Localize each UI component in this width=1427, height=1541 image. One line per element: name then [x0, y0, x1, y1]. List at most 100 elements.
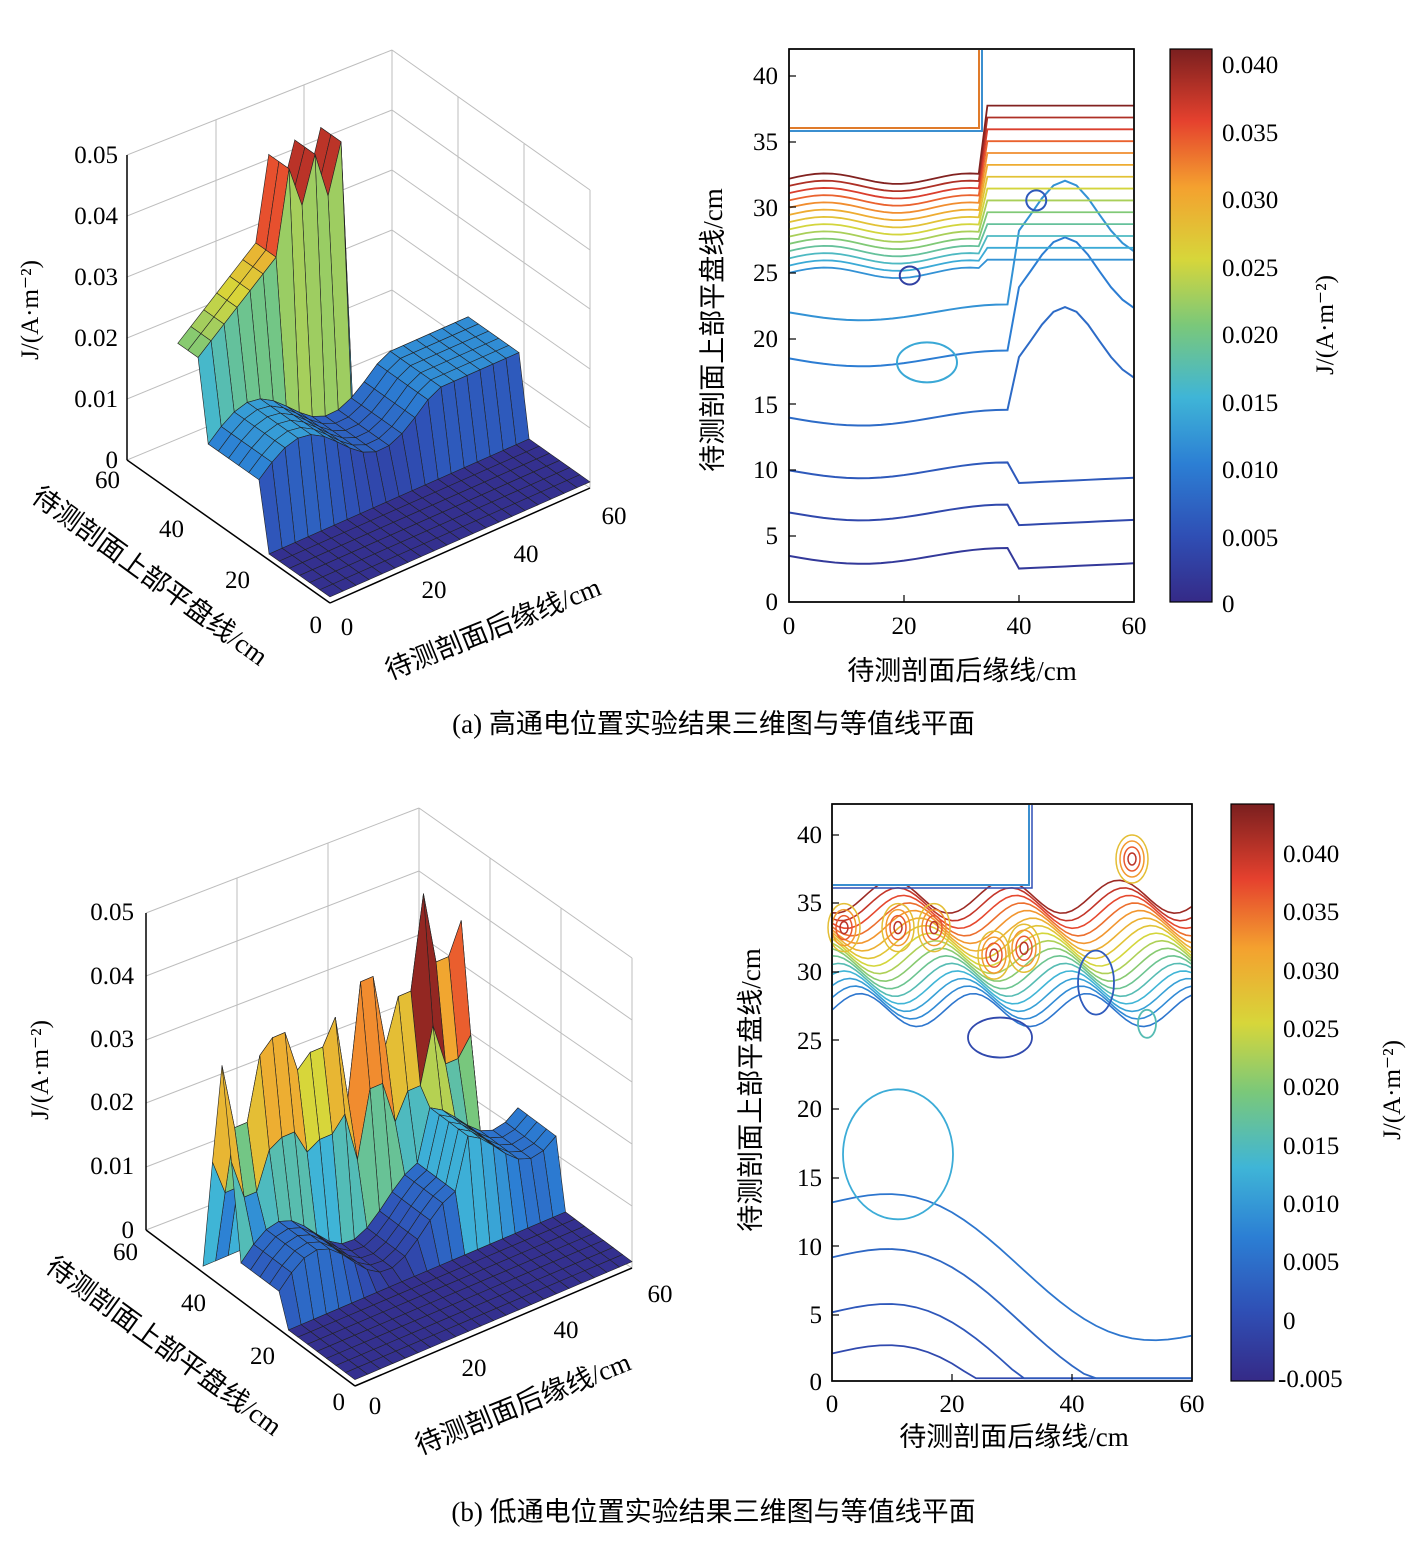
colorbar-tick-label: 0 [1222, 591, 1235, 618]
xtick-label: 20 [422, 577, 447, 604]
ytick-label: 35 [797, 890, 822, 917]
ytick-label: 40 [159, 516, 184, 543]
figure-b: 0.05 0.04 0.03 0.02 0.01 0 J/(A·m⁻²) 60 … [0, 770, 1427, 1541]
colorbar-tick-label: 0.020 [1283, 1074, 1339, 1101]
xtick-label: 40 [1060, 1391, 1085, 1418]
ytick-label: 15 [753, 392, 778, 419]
ytick-label: 20 [753, 326, 778, 353]
contour-cutout-b [833, 805, 1029, 885]
ytick-label: 0 [766, 589, 779, 616]
ytick-label: 5 [810, 1302, 823, 1329]
xtick-label: 40 [1007, 613, 1032, 640]
colorbar-tick-label: 0.020 [1222, 322, 1278, 349]
colorbar-a [1170, 49, 1212, 602]
colorbar-tick-label: 0.030 [1222, 187, 1278, 214]
colorbar-tick-label: 0.010 [1283, 1191, 1339, 1218]
colorbar-label-b: J/(A·m⁻²) [1379, 1040, 1406, 1140]
ytick-label: 5 [766, 523, 779, 550]
ytick-label: 60 [113, 1239, 138, 1266]
xtick-label: 0 [341, 614, 354, 641]
ytick-label: 20 [250, 1343, 275, 1370]
ytick-label: 25 [753, 260, 778, 287]
ztick-label: 0.03 [90, 1026, 134, 1053]
colorbar-b [1231, 804, 1274, 1381]
xtick-label: 0 [783, 613, 796, 640]
figure-a: 0.05 0.04 0.03 0.02 0.01 0 J/(A·m⁻²) 60 … [0, 0, 1427, 760]
colorbar-tick-labels-b: 0.040 0.035 0.030 0.025 0.020 0.015 0.01… [1278, 841, 1343, 1393]
ytick-label: 25 [797, 1028, 822, 1055]
panel-a: 0.05 0.04 0.03 0.02 0.01 0 J/(A·m⁻²) 60 … [0, 0, 1427, 760]
ytick-label: 60 [95, 467, 120, 494]
ytick-label: 15 [797, 1165, 822, 1192]
colorbar-tick-label: -0.005 [1278, 1366, 1343, 1393]
surface3d-xlabel-a: 待测剖面后缘线/cm [381, 572, 605, 686]
ztick-label: 0.05 [74, 142, 118, 169]
ytick-label: 20 [225, 567, 250, 594]
xtick-label: 60 [602, 503, 627, 530]
surface3d-ztick-labels-a: 0.05 0.04 0.03 0.02 0.01 0 [74, 142, 118, 474]
colorbar-tick-label: 0.040 [1283, 841, 1339, 868]
panel-b: 0.05 0.04 0.03 0.02 0.01 0 J/(A·m⁻²) 60 … [0, 770, 1427, 1541]
colorbar-tick-label: 0.035 [1222, 120, 1278, 147]
ytick-label: 35 [753, 129, 778, 156]
xtick-label: 60 [1122, 613, 1147, 640]
colorbar-label-a: J/(A·m⁻²) [1312, 275, 1339, 375]
ytick-label: 0 [810, 1369, 823, 1396]
ytick-label: 10 [797, 1234, 822, 1261]
ytick-label: 40 [797, 822, 822, 849]
xtick-label: 0 [369, 1393, 382, 1420]
contour-ytick-labels-b: 40 35 30 25 20 15 10 5 0 [797, 822, 822, 1396]
colorbar-tick-label: 0.005 [1222, 525, 1278, 552]
xtick-label: 40 [554, 1317, 579, 1344]
ztick-label: 0.04 [74, 203, 118, 230]
contour-cutout-a [790, 50, 979, 128]
colorbar-tick-label: 0.040 [1222, 52, 1278, 79]
colorbar-tick-label: 0.030 [1283, 958, 1339, 985]
contour-xlabel-b: 待测剖面后缘线/cm [899, 1422, 1129, 1452]
xtick-label: 60 [1180, 1391, 1205, 1418]
colorbar-tick-label: 0.010 [1222, 457, 1278, 484]
caption-b: (b) 低通电位置实验结果三维图与等值线平面 [0, 1490, 1427, 1529]
colorbar-tick-label: 0.015 [1222, 390, 1278, 417]
contour-ylabel-b: 待测剖面上部平盘线/cm [736, 948, 766, 1232]
colorbar-tick-label: 0.025 [1222, 255, 1278, 282]
xtick-label: 40 [514, 541, 539, 568]
colorbar-tick-label: 0.005 [1283, 1249, 1339, 1276]
xtick-label: 20 [892, 613, 917, 640]
contour-ylabel-a: 待测剖面上部平盘线/cm [698, 188, 728, 472]
colorbar-tick-label: 0.025 [1283, 1016, 1339, 1043]
xtick-label: 60 [648, 1281, 673, 1308]
surface3d-zlabel-a: J/(A·m⁻²) [17, 260, 44, 360]
ytick-label: 10 [753, 457, 778, 484]
surface3d-ztick-labels-b: 0.05 0.04 0.03 0.02 0.01 0 [90, 899, 134, 1244]
xtick-label: 0 [826, 1391, 839, 1418]
colorbar-tick-label: 0.015 [1283, 1133, 1339, 1160]
ztick-label: 0.03 [74, 264, 118, 291]
ytick-label: 40 [181, 1290, 206, 1317]
contour-xlabel-a: 待测剖面后缘线/cm [847, 656, 1077, 686]
caption-a: (a) 高通电位置实验结果三维图与等值线平面 [0, 702, 1427, 741]
contour-xtick-labels-b: 0 20 40 60 [826, 1391, 1205, 1418]
ztick-label: 0.05 [90, 899, 134, 926]
ztick-label: 0.01 [74, 386, 118, 413]
contour-xtick-labels-a: 0 20 40 60 [783, 613, 1147, 640]
ytick-label: 40 [753, 63, 778, 90]
ytick-label: 30 [753, 195, 778, 222]
ztick-label: 0.02 [90, 1089, 134, 1116]
surface3d-xlabel-b: 待测剖面后缘线/cm [411, 1347, 635, 1461]
surface3d-zlabel-b: J/(A·m⁻²) [27, 1020, 54, 1120]
contour-ytick-labels-a: 40 35 30 25 20 15 10 5 0 [753, 63, 778, 616]
ytick-label: 0 [310, 612, 323, 639]
ytick-label: 0 [333, 1389, 346, 1416]
colorbar-tick-label: 0 [1283, 1308, 1296, 1335]
xtick-label: 20 [940, 1391, 965, 1418]
ytick-label: 30 [797, 959, 822, 986]
surface3d-mesh-b [203, 894, 632, 1380]
ztick-label: 0.01 [90, 1153, 134, 1180]
ztick-label: 0.02 [74, 325, 118, 352]
surface3d-mesh-a [178, 128, 590, 597]
xtick-label: 20 [462, 1355, 487, 1382]
colorbar-tick-label: 0.035 [1283, 899, 1339, 926]
ytick-label: 20 [797, 1096, 822, 1123]
ztick-label: 0.04 [90, 963, 134, 990]
